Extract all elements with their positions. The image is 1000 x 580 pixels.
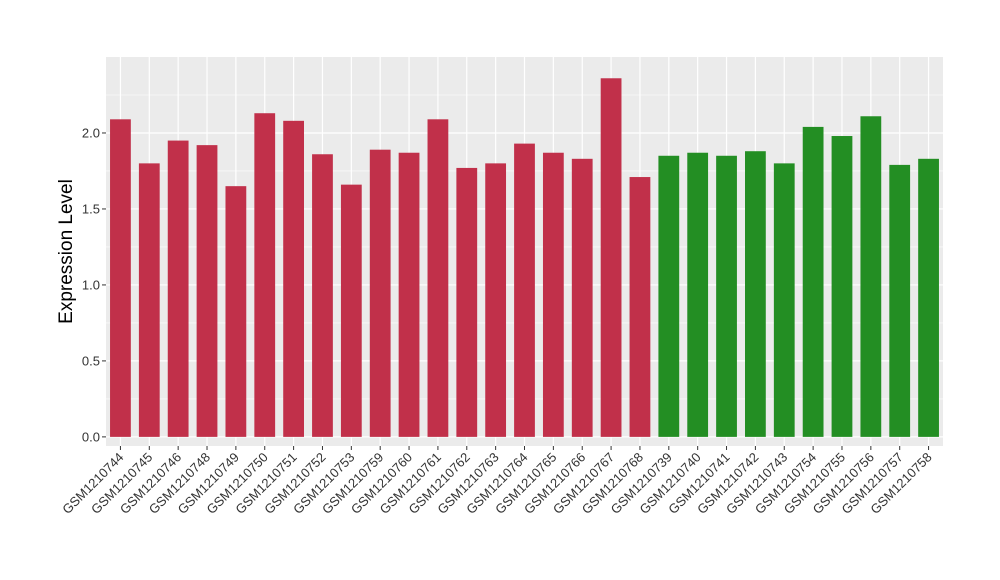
bars [110,78,939,437]
bar [773,163,795,437]
bar [918,158,939,437]
bar [514,143,535,437]
bar [110,119,131,437]
bar [687,152,709,437]
bar [485,163,507,437]
y-axis: 0.0 0.5 1.0 1.5 2.0 [82,125,106,444]
bar [196,145,218,437]
y-tick-label: 2.0 [82,125,100,140]
y-tick-label: 0.5 [82,353,100,368]
bar [860,116,882,437]
bar [254,113,276,437]
bar [427,119,449,437]
bar [745,151,766,437]
bar [571,158,593,437]
y-tick-label: 1.0 [82,277,100,292]
bar [167,140,189,437]
y-tick-label: 0.0 [82,429,100,444]
y-axis-title: Expression Level [56,179,77,324]
bar [658,155,680,437]
bar [398,152,420,437]
bar [369,149,391,437]
bar [225,186,247,437]
bar [629,177,651,437]
bar [340,184,362,437]
x-axis: GSM1210744GSM1210745GSM1210746GSM1210748… [59,446,935,517]
bar [312,154,333,437]
bar [138,163,160,437]
bar [889,164,911,437]
bar [802,126,824,437]
bar [600,78,622,437]
bar [831,136,853,437]
bar [542,152,564,437]
bar [716,155,737,437]
y-tick-label: 1.5 [82,201,100,216]
bar [283,120,304,437]
bar [456,167,478,437]
